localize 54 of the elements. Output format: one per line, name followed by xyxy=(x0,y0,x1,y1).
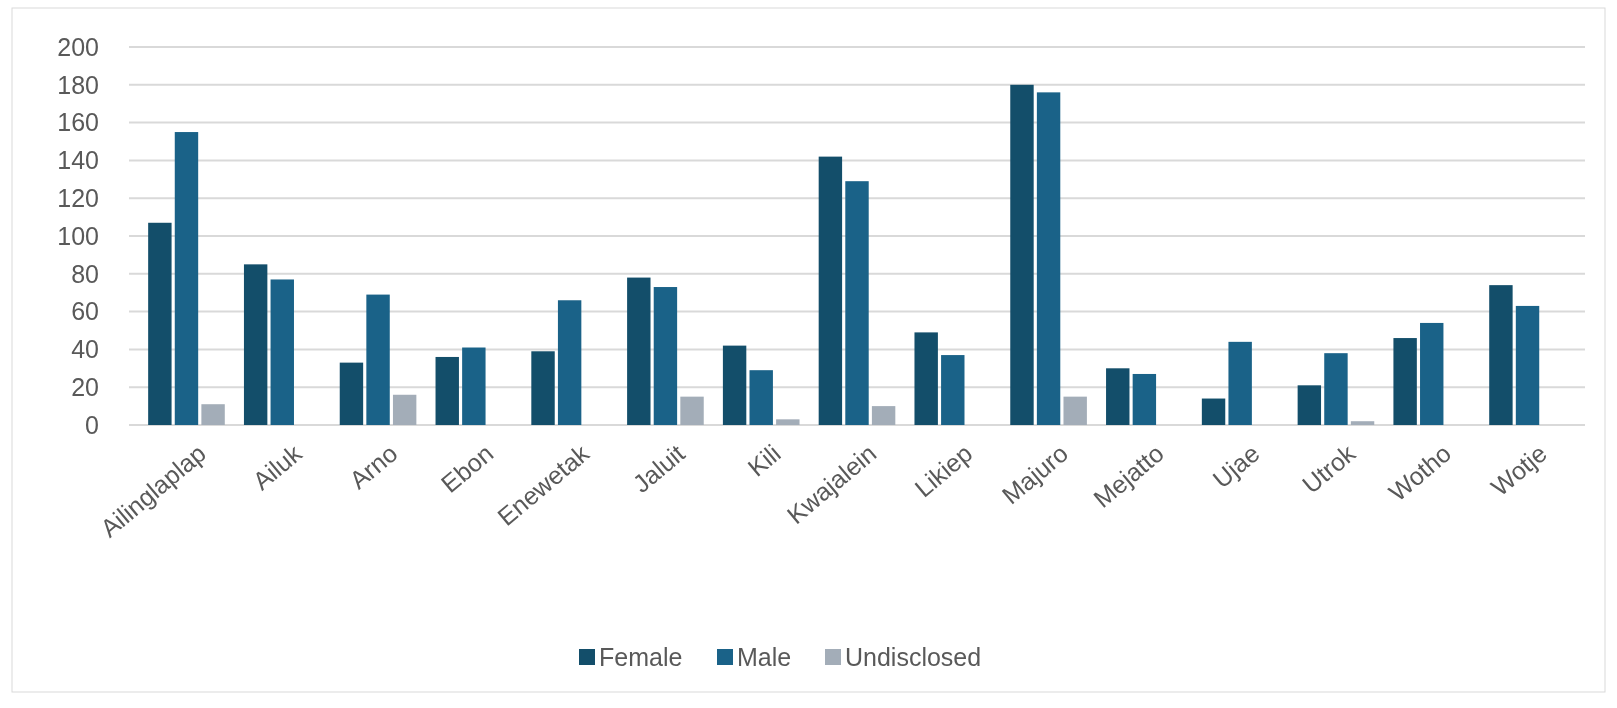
bar xyxy=(1228,341,1252,425)
bar xyxy=(557,300,582,425)
bar xyxy=(1010,84,1034,425)
bar xyxy=(1350,421,1375,425)
bar xyxy=(243,264,268,425)
bar xyxy=(627,277,651,425)
bar xyxy=(1489,285,1513,425)
bar xyxy=(201,404,225,425)
y-tick-label: 180 xyxy=(57,70,99,99)
x-tick-label: Kili xyxy=(742,438,786,482)
bar xyxy=(148,222,172,425)
bar xyxy=(1063,396,1087,425)
bar xyxy=(722,345,747,425)
bar xyxy=(1324,353,1348,425)
bar xyxy=(435,356,459,425)
bar xyxy=(174,132,199,425)
bar xyxy=(1420,322,1444,425)
bar xyxy=(1106,368,1130,425)
y-tick-label: 40 xyxy=(71,335,99,364)
bar xyxy=(462,347,486,425)
bar xyxy=(871,406,896,425)
y-tick-label: 60 xyxy=(71,297,99,326)
bar xyxy=(941,355,965,425)
legend-label: Male xyxy=(737,642,792,671)
legend-label: Female xyxy=(599,642,683,671)
y-tick-label: 80 xyxy=(71,259,99,288)
legend-label: Undisclosed xyxy=(845,642,982,671)
y-tick-label: 20 xyxy=(71,372,99,401)
bar xyxy=(392,394,417,425)
bar xyxy=(749,370,773,425)
bar xyxy=(1393,338,1417,425)
bar xyxy=(914,332,938,425)
bar xyxy=(818,156,843,425)
bar xyxy=(366,294,390,425)
bar xyxy=(1515,305,1540,425)
y-tick-label: 0 xyxy=(85,410,99,439)
bar xyxy=(845,181,869,425)
bar xyxy=(1297,385,1322,425)
y-tick-label: 140 xyxy=(57,146,99,175)
y-tick-label: 120 xyxy=(57,183,99,212)
bar xyxy=(1201,398,1226,425)
y-tick-label: 100 xyxy=(57,221,99,250)
bar xyxy=(1132,373,1157,425)
y-tick-label: 160 xyxy=(57,108,99,137)
bar xyxy=(653,287,678,425)
y-tick-label: 200 xyxy=(57,32,99,61)
bar xyxy=(1036,92,1061,425)
bar xyxy=(776,419,800,425)
bar xyxy=(270,279,294,425)
x-tick-label: Arno xyxy=(344,438,403,495)
bar xyxy=(680,396,704,425)
bar xyxy=(531,351,555,425)
bar xyxy=(339,362,364,425)
x-tick-label: Ujae xyxy=(1207,438,1265,494)
